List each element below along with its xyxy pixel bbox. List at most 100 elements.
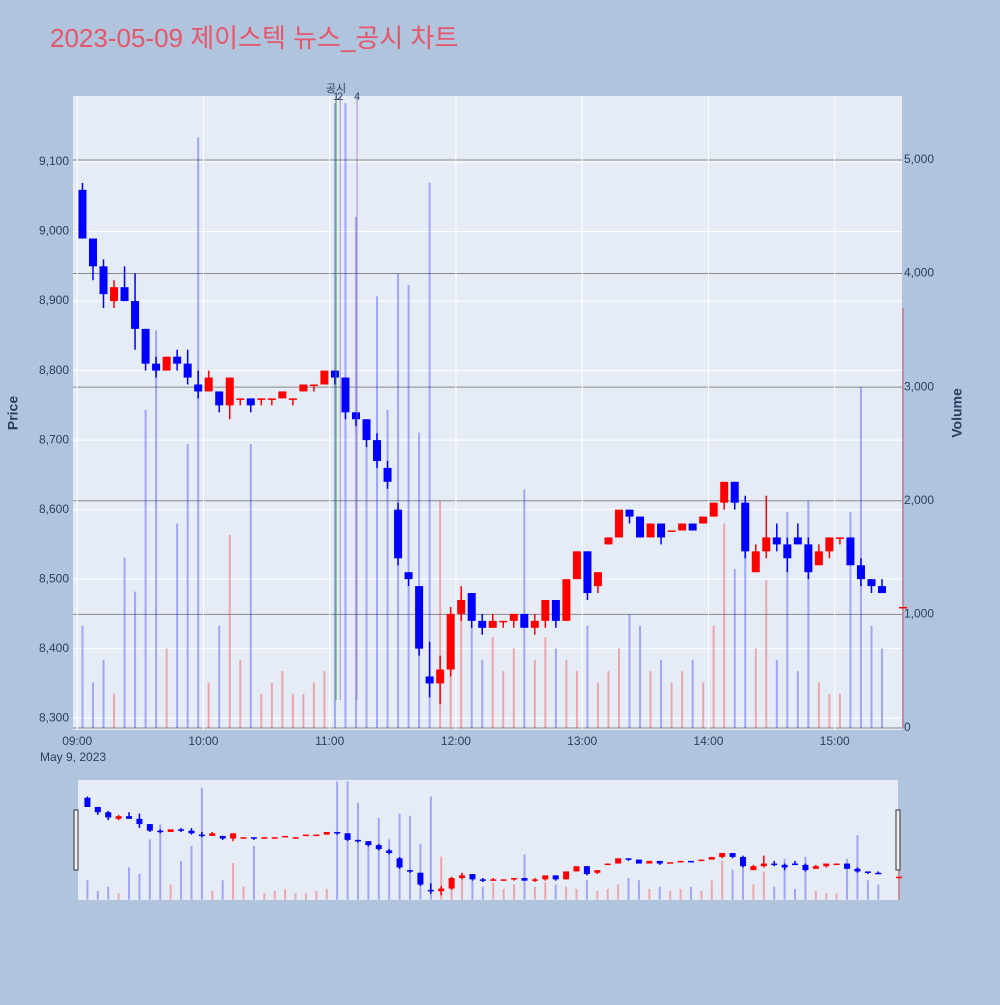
candle-body xyxy=(436,669,445,684)
volume-bar xyxy=(197,137,200,728)
slider-volume-bar xyxy=(575,888,578,900)
candle-body xyxy=(194,384,203,392)
candle-body xyxy=(162,356,171,371)
slider-volume-bar xyxy=(315,891,318,900)
slider-candle-body xyxy=(292,837,299,839)
volume-bar xyxy=(512,648,515,728)
candle-body xyxy=(793,537,802,545)
slider-volume-bar xyxy=(606,888,609,900)
slider-candle-body xyxy=(667,862,674,864)
slider-candle-body xyxy=(719,853,726,857)
slider-candle-body xyxy=(687,860,694,863)
candle-body xyxy=(730,481,739,503)
candle-body xyxy=(373,440,382,461)
volume-bar xyxy=(281,671,284,728)
candle-body xyxy=(720,481,729,503)
slider-candle-body xyxy=(219,835,226,839)
slider-candle-body xyxy=(563,871,570,880)
slider-volume-bar xyxy=(669,891,672,900)
slider-candle-body xyxy=(448,878,455,889)
candle-body xyxy=(878,586,887,594)
volume-bar xyxy=(586,625,589,728)
annotation-label: 1 xyxy=(333,91,339,103)
volume-bar xyxy=(218,625,221,728)
slider-volume-bar xyxy=(856,835,859,900)
slider-candle-body xyxy=(823,863,830,867)
slider-candle-body xyxy=(708,856,715,860)
slider-candle-body xyxy=(146,824,153,831)
candle-body xyxy=(509,613,518,621)
slider-volume-bar xyxy=(377,817,380,900)
volume-bar xyxy=(670,682,673,728)
slider-volume-bar xyxy=(752,884,755,900)
slider-volume-bar xyxy=(710,880,713,900)
slider-candle-body xyxy=(261,837,268,839)
volume-bar xyxy=(702,682,705,728)
volume-bar xyxy=(428,182,431,728)
slider-volume-bar xyxy=(689,886,692,900)
x-tick-label: 11:00 xyxy=(315,734,344,748)
slider-candle-body xyxy=(407,870,414,872)
volume-bar xyxy=(807,500,810,728)
slider-candle-body xyxy=(126,816,133,819)
slider-handle[interactable] xyxy=(73,809,79,871)
slider-candle-body xyxy=(573,866,580,872)
slider-candle-body xyxy=(240,837,247,839)
candle-body xyxy=(657,523,666,538)
volume-bar xyxy=(376,296,379,728)
range-slider[interactable] xyxy=(78,780,898,900)
volume-bar xyxy=(691,659,694,728)
candle-body xyxy=(499,620,508,623)
slider-volume-bar xyxy=(544,882,547,900)
x-tick-label: 13:00 xyxy=(567,734,597,748)
y2-tick-label: 2,000 xyxy=(904,493,934,507)
slider-volume-bar xyxy=(814,891,817,900)
slider-candle-body xyxy=(157,830,164,833)
slider-candle-body xyxy=(167,829,174,832)
candle-body xyxy=(394,509,403,559)
slider-volume-bar xyxy=(148,839,151,900)
slider-candle-body xyxy=(594,870,601,873)
volume-bar xyxy=(102,659,105,728)
slider-volume-bar xyxy=(388,839,391,900)
slider-volume-bar xyxy=(471,880,474,900)
candle-body xyxy=(309,384,318,386)
slider-candle-body xyxy=(635,859,642,864)
volume-bar xyxy=(596,682,599,728)
slider-candle-body xyxy=(698,859,705,862)
y-axis-label: Price xyxy=(5,396,21,430)
volume-bar xyxy=(407,284,410,728)
slider-candle-body xyxy=(656,860,663,864)
slider-volume-bar xyxy=(190,845,193,900)
slider-volume-bar xyxy=(585,880,588,900)
candle-body xyxy=(835,537,844,539)
candle-body xyxy=(614,509,623,538)
slider-candle-body xyxy=(386,850,393,854)
volume-bar xyxy=(544,637,547,728)
candle-body xyxy=(88,238,97,267)
slider-volume-bar xyxy=(242,886,245,900)
candle-body xyxy=(278,391,287,399)
candle-body xyxy=(825,537,834,552)
candle-body xyxy=(183,363,192,378)
volume-bar xyxy=(323,671,326,728)
candle-body xyxy=(383,467,392,482)
volume-bar xyxy=(270,682,273,728)
slider-handle[interactable] xyxy=(895,809,901,871)
volume-bar xyxy=(639,625,642,728)
y-tick-label: 8,300 xyxy=(39,710,69,724)
candle-body xyxy=(425,676,434,684)
slider-candle-body xyxy=(344,833,351,840)
slider-volume-bar xyxy=(325,888,328,900)
volume-bar xyxy=(165,648,168,728)
slider-candle-body xyxy=(209,833,216,836)
slider-candle-body xyxy=(604,863,611,866)
slider-volume-bar xyxy=(211,891,214,900)
volume-bar xyxy=(81,625,84,728)
slider-candle-body xyxy=(334,831,341,834)
slider-volume-bar xyxy=(533,886,536,900)
slider-volume-bar xyxy=(450,884,453,900)
volume-bar xyxy=(186,443,189,728)
